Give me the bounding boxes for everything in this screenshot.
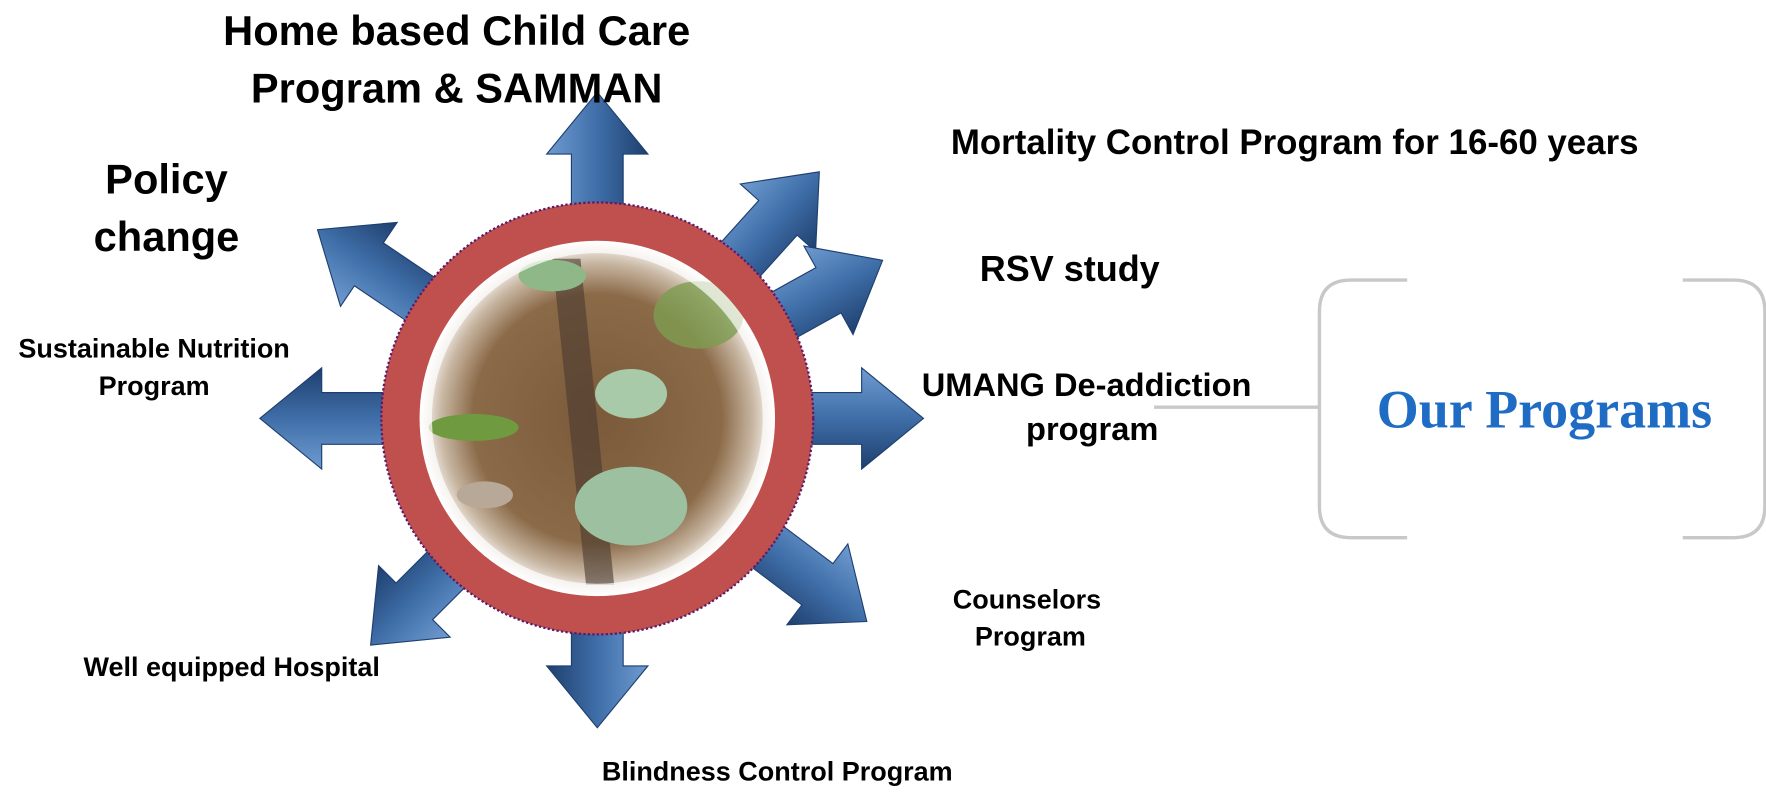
garden-photo [419,240,776,597]
program-label: Mortality Control Program for 16-60 year… [951,123,1639,162]
program-label: Counselors [953,585,1101,615]
program-label: change [94,213,240,260]
program-label: Sustainable Nutrition [18,334,289,364]
program-label: Home based Child Care [223,7,690,54]
program-label: Program [975,622,1086,652]
program-label: Blindness Control Program [602,757,953,787]
program-label: Policy [105,155,228,202]
program-label: Program & SAMMAN [251,64,663,111]
bracket-right [1682,278,1766,540]
program-label: Well equipped Hospital [84,652,380,682]
program-label: program [1026,410,1158,447]
program-label: UMANG De-addiction [922,366,1252,403]
title: Our Programs [1377,379,1712,439]
bracket-left [1317,278,1408,540]
program-label: RSV study [980,248,1160,289]
program-label: Program [99,371,210,401]
